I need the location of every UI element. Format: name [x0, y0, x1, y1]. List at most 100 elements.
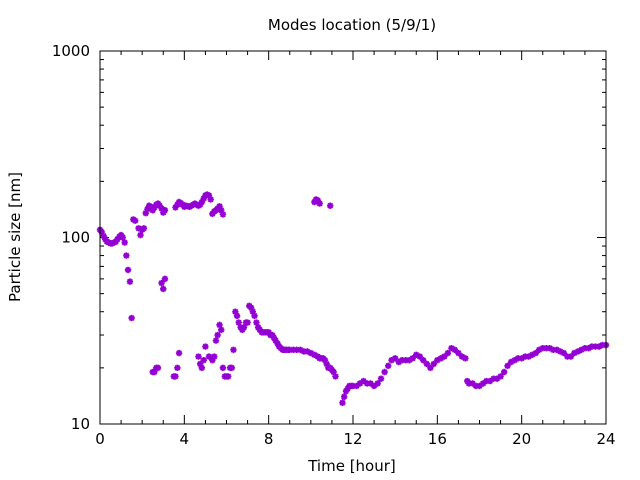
data-point: [140, 225, 148, 232]
chart-title: Modes location (5/9/1): [268, 16, 436, 34]
data-point: [244, 319, 251, 326]
data-point: [514, 355, 522, 362]
data-point: [290, 346, 297, 353]
data-point: [172, 204, 179, 211]
data-point: [409, 355, 416, 362]
y-tick-label: 1000: [52, 42, 90, 60]
data-point: [126, 278, 134, 285]
data-point: [360, 377, 367, 385]
data-point: [316, 200, 323, 207]
data-point: [212, 337, 220, 344]
data-point: [370, 382, 378, 390]
data-point: [175, 349, 183, 357]
data-point: [557, 348, 564, 355]
data-point: [158, 279, 165, 287]
data-point: [209, 356, 216, 364]
data-point: [406, 356, 413, 364]
data-point: [451, 346, 459, 353]
data-point: [247, 304, 255, 311]
data-point: [522, 353, 529, 360]
data-point: [196, 360, 204, 368]
data-point: [132, 217, 139, 224]
data-point: [539, 344, 546, 352]
data-point: [233, 312, 241, 320]
data-point: [599, 341, 606, 349]
data-point: [119, 234, 126, 241]
data-point: [567, 353, 574, 360]
data-point: [200, 195, 207, 202]
y-tick-label: 10: [71, 415, 90, 433]
data-point: [374, 380, 381, 387]
data-point: [297, 346, 304, 353]
x-tick-label: 8: [264, 430, 274, 448]
data-point: [214, 331, 221, 339]
data-point: [441, 353, 448, 360]
data-point: [207, 196, 214, 203]
data-point: [507, 358, 515, 366]
data-point: [497, 373, 504, 380]
data-point: [202, 343, 209, 350]
data-point: [137, 231, 144, 239]
data-point: [504, 362, 511, 370]
data-point: [340, 393, 348, 400]
data-point: [211, 353, 218, 360]
data-point: [377, 375, 385, 382]
data-point: [154, 364, 162, 372]
data-point: [455, 349, 462, 357]
data-point: [216, 321, 223, 329]
data-point: [444, 349, 452, 357]
x-tick-label: 4: [180, 430, 190, 448]
data-point: [529, 351, 536, 358]
data-point: [198, 198, 206, 206]
data-point: [550, 346, 557, 353]
data-point: [402, 356, 409, 364]
data-point: [147, 203, 155, 211]
data-point: [413, 351, 420, 358]
data-point: [595, 343, 603, 350]
x-axis-label: Time [hour]: [307, 457, 396, 475]
data-point: [543, 344, 550, 352]
data-point: [356, 380, 364, 387]
data-point: [123, 252, 130, 259]
data-point: [98, 228, 105, 236]
data-point: [230, 346, 237, 353]
data-point: [200, 356, 207, 364]
data-point: [349, 382, 357, 390]
data-point: [525, 353, 532, 360]
data-point: [293, 346, 300, 353]
data-point: [216, 203, 223, 210]
data-point: [483, 377, 490, 385]
data-point: [511, 356, 518, 364]
data-point: [420, 356, 427, 364]
data-point: [465, 380, 473, 387]
data-point: [535, 346, 543, 353]
data-point: [198, 364, 206, 372]
data-point: [219, 364, 227, 372]
data-point: [486, 377, 494, 385]
data-point: [458, 353, 466, 360]
data-point: [479, 380, 487, 387]
data-point: [330, 368, 337, 376]
data-point: [381, 368, 388, 376]
data-point: [500, 368, 508, 376]
data-point: [398, 356, 406, 364]
data-point: [339, 399, 346, 406]
data-point: [314, 197, 321, 204]
data-point: [323, 360, 330, 368]
data-point: [151, 204, 158, 211]
data-point: [490, 375, 497, 382]
data-point: [476, 382, 483, 390]
data-point: [235, 319, 242, 326]
data-point: [395, 358, 402, 366]
data-point: [332, 373, 339, 380]
data-point: [416, 353, 424, 360]
data-point: [553, 346, 561, 353]
data-point: [161, 275, 169, 283]
data-point: [391, 355, 399, 362]
data-point: [388, 356, 395, 364]
data-point: [205, 353, 213, 360]
data-point: [578, 346, 585, 353]
data-point: [532, 349, 539, 357]
data-point: [232, 308, 239, 315]
